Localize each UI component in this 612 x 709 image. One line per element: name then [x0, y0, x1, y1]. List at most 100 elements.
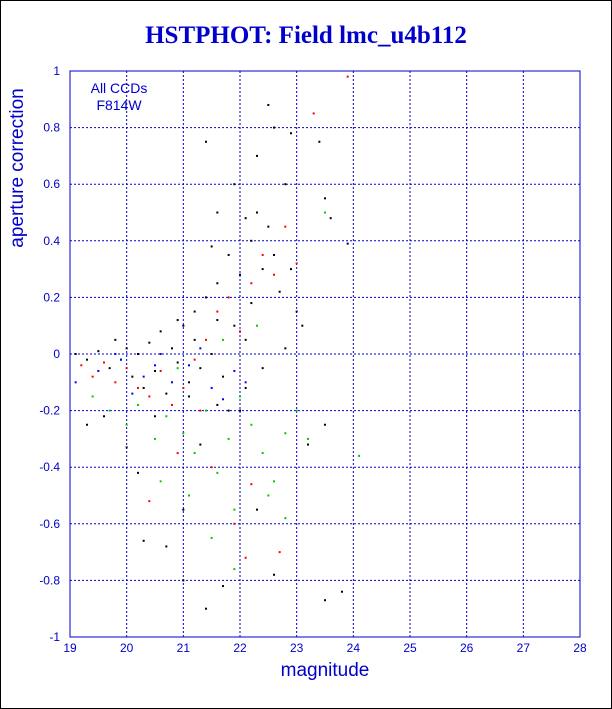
x-tick-label: 21	[177, 641, 191, 655]
data-point	[273, 126, 275, 129]
data-point	[239, 395, 241, 398]
data-point	[182, 432, 185, 435]
data-point	[125, 347, 128, 350]
data-point	[216, 310, 219, 313]
data-point	[216, 471, 219, 474]
data-point	[131, 375, 134, 378]
data-point	[171, 347, 173, 350]
data-point	[210, 466, 213, 469]
data-point	[278, 290, 281, 293]
data-point	[114, 353, 117, 355]
data-point	[273, 573, 275, 576]
data-point	[131, 392, 134, 395]
data-point	[210, 245, 213, 248]
data-point	[222, 338, 224, 341]
data-point	[154, 415, 156, 418]
data-point	[193, 338, 196, 341]
data-point	[256, 508, 258, 511]
data-point	[346, 242, 349, 245]
data-point	[261, 253, 264, 256]
data-point	[154, 369, 156, 372]
data-point	[148, 395, 151, 398]
data-point	[273, 480, 275, 483]
data-point	[114, 381, 117, 384]
x-tick-label: 24	[347, 641, 361, 655]
data-point	[86, 358, 88, 361]
data-point	[227, 437, 230, 440]
data-point	[284, 432, 287, 435]
data-point	[188, 395, 190, 398]
data-point	[74, 381, 77, 384]
data-point	[244, 556, 247, 559]
data-point	[324, 211, 326, 214]
data-point	[227, 253, 230, 256]
data-point	[222, 375, 224, 378]
data-point	[159, 369, 162, 372]
data-point	[216, 403, 219, 406]
y-tick-label: -0.4	[39, 460, 60, 474]
y-tick-label: -0.8	[39, 573, 60, 587]
data-point	[205, 140, 207, 143]
data-point	[154, 364, 156, 367]
data-point	[182, 324, 185, 327]
data-point	[171, 403, 173, 406]
data-point	[205, 296, 207, 299]
data-point	[193, 358, 196, 361]
data-point	[137, 471, 139, 474]
data-point	[216, 319, 219, 322]
data-point	[148, 341, 151, 344]
data-point	[103, 415, 105, 418]
data-point	[80, 364, 83, 367]
data-point	[284, 517, 287, 520]
data-point	[216, 211, 219, 214]
data-point	[188, 494, 190, 497]
data-point	[227, 409, 230, 412]
data-point	[324, 197, 326, 200]
x-tick-labels: 19 20 21 22 23 24 25 26 27 28	[63, 641, 587, 655]
x-tick-label: 28	[573, 641, 587, 655]
data-point	[108, 409, 111, 412]
data-point	[307, 443, 309, 446]
data-point	[307, 437, 309, 440]
data-point	[142, 375, 145, 378]
data-point	[91, 375, 94, 378]
data-point	[278, 551, 281, 554]
data-point	[290, 268, 292, 271]
y-tick-label: 0.4	[43, 234, 60, 248]
data-point	[182, 579, 185, 582]
data-point	[358, 454, 360, 457]
data-point	[176, 452, 179, 455]
data-point	[159, 480, 162, 483]
data-point	[86, 423, 88, 426]
data-point	[233, 324, 236, 327]
x-tick-label: 19	[63, 641, 77, 655]
data-point	[154, 437, 156, 440]
data-point	[165, 545, 168, 548]
data-point	[341, 590, 343, 593]
y-tick-label: -0.2	[39, 404, 60, 418]
data-point	[188, 381, 190, 384]
data-point	[284, 347, 287, 350]
data-point	[233, 568, 236, 571]
y-tick-label: 1	[53, 64, 60, 78]
data-point	[125, 423, 128, 426]
data-point	[256, 154, 258, 157]
x-tick-label: 25	[403, 641, 417, 655]
data-point	[295, 409, 298, 412]
data-point	[142, 386, 145, 389]
grid-lines	[69, 70, 581, 638]
data-point	[301, 324, 304, 327]
y-tick-label: 0	[53, 347, 60, 361]
data-point	[148, 500, 151, 503]
data-point	[165, 415, 168, 418]
data-point	[137, 353, 139, 355]
data-point	[267, 103, 270, 106]
chart-title: HSTPHOT: Field lmc_u4b112	[145, 22, 467, 49]
data-point	[216, 282, 219, 285]
data-point	[199, 409, 202, 412]
data-point	[273, 253, 275, 256]
data-point	[199, 443, 202, 446]
data-point	[233, 522, 236, 525]
data-point	[244, 217, 247, 220]
data-point	[244, 381, 247, 384]
